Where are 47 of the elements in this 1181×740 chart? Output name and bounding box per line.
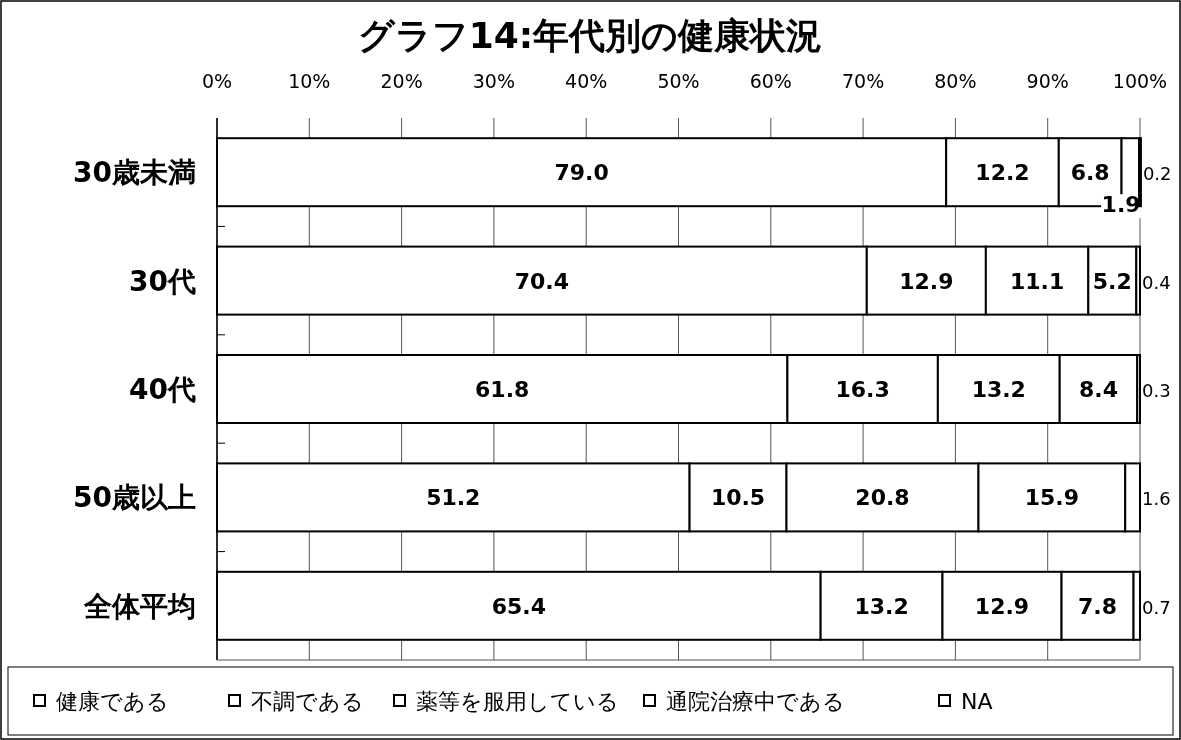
y-tick-label: 40代 xyxy=(129,373,196,406)
x-tick-label: 50% xyxy=(657,70,700,92)
data-label: 12.2 xyxy=(975,160,1030,186)
x-tick-label: 80% xyxy=(934,70,977,92)
data-label: 8.4 xyxy=(1078,377,1118,402)
x-tick-label: 70% xyxy=(841,70,885,92)
y-tick-label: 30歳未満 xyxy=(73,156,196,190)
data-label: 13.2 xyxy=(971,377,1026,402)
x-tick-label: 60% xyxy=(749,70,792,92)
data-label: 11.1 xyxy=(1009,268,1065,294)
data-label: 51.2 xyxy=(426,485,481,511)
x-tick-label: 30% xyxy=(472,70,516,92)
data-label: 0.7 xyxy=(1142,596,1171,618)
y-tick-label: 50歳以上 xyxy=(73,481,196,515)
data-label: 16.3 xyxy=(835,377,890,402)
data-label: 1.6 xyxy=(1142,488,1171,510)
data-label: 79.0 xyxy=(554,160,609,186)
data-label: 65.4 xyxy=(491,593,546,619)
legend-label: NA xyxy=(961,689,993,714)
y-tick-label: 全体平均 xyxy=(83,589,196,623)
x-tick-label: 90% xyxy=(1026,70,1069,92)
data-label: 5.2 xyxy=(1092,268,1132,294)
data-label: 10.5 xyxy=(710,485,766,511)
y-tick-label: 30代 xyxy=(129,264,196,298)
legend-label: 通院治療中である xyxy=(666,689,845,714)
data-label: 1.9 xyxy=(1101,192,1141,218)
data-label: 0.2 xyxy=(1142,163,1172,185)
x-tick-label: 40% xyxy=(565,70,608,92)
x-tick-label: 100% xyxy=(1112,70,1168,92)
data-label: 15.9 xyxy=(1024,485,1079,511)
data-label: 7.8 xyxy=(1078,593,1118,619)
data-label: 12.9 xyxy=(899,268,954,294)
data-label: 6.8 xyxy=(1070,160,1110,186)
legend-label: 健康である xyxy=(56,689,169,714)
legend-label: 不調である xyxy=(251,689,364,714)
x-tick-label: 20% xyxy=(380,70,423,92)
data-label: 0.3 xyxy=(1142,380,1171,401)
data-label: 20.8 xyxy=(855,485,910,511)
data-label: 61.8 xyxy=(475,377,530,402)
x-tick-label: 10% xyxy=(288,70,331,92)
data-label: 12.9 xyxy=(974,593,1030,619)
data-label: 13.2 xyxy=(854,593,909,619)
x-tick-label: 0% xyxy=(201,70,233,92)
data-label: 70.4 xyxy=(514,268,570,294)
data-label: 0.4 xyxy=(1142,271,1171,293)
chart-title: グラフ14:年代別の健康状況 xyxy=(357,15,823,56)
legend-label: 薬等を服用している xyxy=(416,689,619,714)
